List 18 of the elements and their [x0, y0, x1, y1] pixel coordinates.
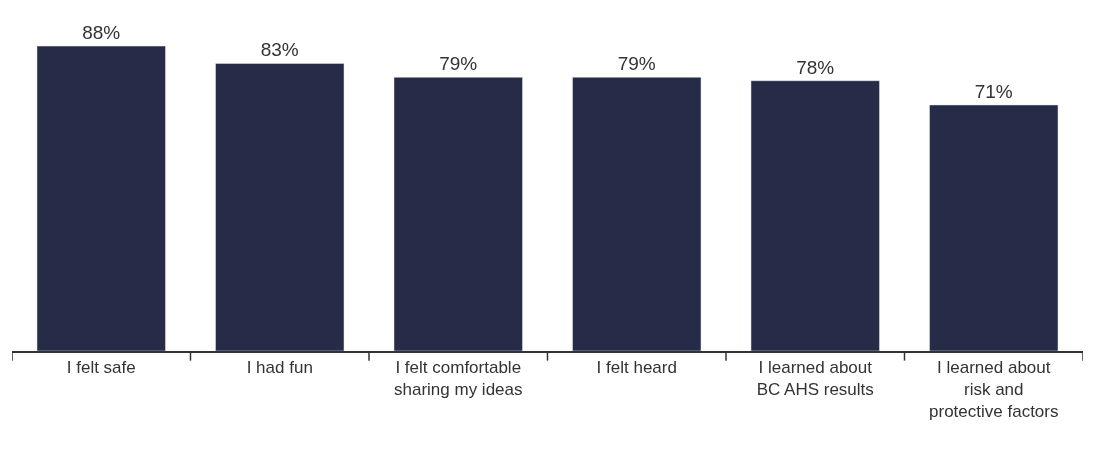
bar [572, 76, 702, 351]
bar [750, 80, 880, 351]
x-tick-label: I felt heard [596, 358, 677, 378]
bar [929, 104, 1059, 351]
data-label: 79% [617, 53, 656, 75]
data-label: 71% [974, 80, 1013, 102]
data-label: 88% [82, 22, 121, 44]
x-tick-label: I learned about BC AHS results [756, 358, 874, 400]
x-tick-label: I had fun [246, 358, 313, 378]
data-label: 79% [439, 53, 478, 75]
x-tick-label: I felt safe [66, 358, 136, 378]
data-label: 83% [260, 39, 299, 61]
x-tick-label: I learned about risk and protective factors [929, 358, 1059, 422]
bar [215, 63, 345, 351]
x-tick-label: I felt comfortable sharing my ideas [393, 358, 523, 400]
bar [36, 45, 166, 351]
data-label: 78% [796, 56, 835, 78]
bar [393, 76, 523, 351]
